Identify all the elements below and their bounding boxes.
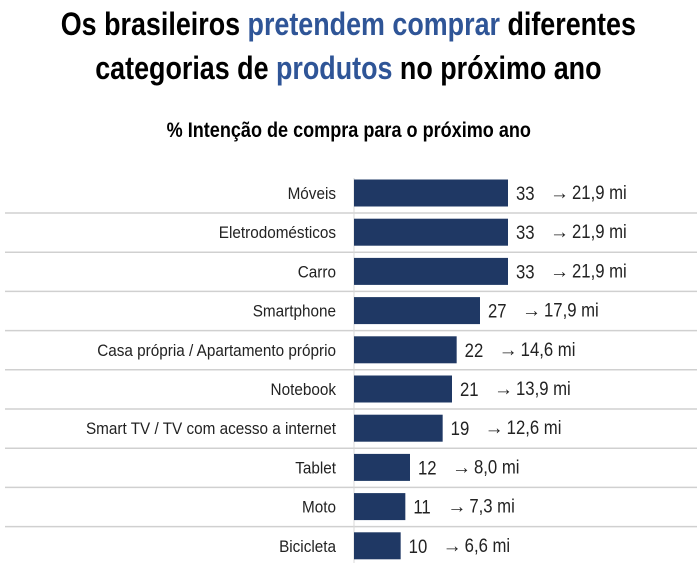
headline-line-2: categorias de produtos no próximo ano bbox=[0, 50, 697, 87]
arrow-icon: → bbox=[452, 457, 471, 478]
value-label: 11 bbox=[413, 497, 430, 518]
headline-text: Os brasileiros bbox=[60, 6, 248, 42]
headline-highlight: produtos bbox=[276, 50, 393, 86]
category-label: Casa própria / Apartamento próprio bbox=[97, 341, 336, 360]
category-label: Smart TV / TV com acesso a internet bbox=[86, 419, 337, 438]
arrow-icon: → bbox=[499, 340, 518, 361]
category-label: Móveis bbox=[288, 184, 336, 203]
annotation-label: 21,9 mi bbox=[572, 260, 627, 281]
arrow-icon: → bbox=[550, 183, 569, 204]
annotation-label: 17,9 mi bbox=[544, 300, 599, 321]
headline-text: categorias de bbox=[95, 50, 277, 86]
annotation-label: 12,6 mi bbox=[507, 417, 562, 438]
value-label: 22 bbox=[465, 340, 484, 361]
annotation-label: 13,9 mi bbox=[516, 378, 571, 399]
headline-text: diferentes bbox=[500, 6, 637, 42]
category-label: Moto bbox=[302, 498, 336, 517]
arrow-icon: → bbox=[485, 418, 504, 439]
arrow-icon: → bbox=[494, 379, 513, 400]
value-label: 33 bbox=[516, 222, 535, 243]
bar bbox=[354, 297, 480, 325]
value-label: 19 bbox=[451, 418, 470, 439]
headline-line-1: Os brasileiros pretendem comprar diferen… bbox=[0, 6, 697, 43]
arrow-icon: → bbox=[447, 497, 466, 518]
value-label: 33 bbox=[516, 261, 535, 282]
chart-title: % Intenção de compra para o próximo ano bbox=[0, 119, 697, 143]
annotation-label: 7,3 mi bbox=[469, 496, 514, 517]
bar bbox=[354, 218, 508, 246]
value-label: 21 bbox=[460, 379, 479, 400]
bar bbox=[354, 336, 457, 364]
chart-title-text: % Intenção de compra para o próximo ano bbox=[166, 119, 531, 142]
headline-text: no próximo ano bbox=[392, 50, 602, 86]
bar bbox=[354, 179, 508, 207]
arrow-icon: → bbox=[550, 261, 569, 282]
annotation-label: 8,0 mi bbox=[474, 456, 519, 477]
category-label: Smartphone bbox=[253, 302, 336, 321]
value-label: 10 bbox=[409, 536, 428, 557]
bar bbox=[354, 257, 508, 285]
annotation-label: 6,6 mi bbox=[465, 535, 510, 556]
value-label: 27 bbox=[488, 301, 507, 322]
category-label: Bicicleta bbox=[279, 537, 336, 556]
annotation-label: 21,9 mi bbox=[572, 182, 627, 203]
category-label: Eletrodomésticos bbox=[219, 223, 336, 242]
annotation-label: 14,6 mi bbox=[521, 339, 576, 360]
headline-highlight: pretendem comprar bbox=[247, 6, 501, 42]
category-label: Carro bbox=[298, 263, 336, 282]
bar bbox=[354, 453, 410, 481]
arrow-icon: → bbox=[550, 222, 569, 243]
category-label: Notebook bbox=[271, 380, 337, 399]
annotation-label: 21,9 mi bbox=[572, 221, 627, 242]
value-label: 12 bbox=[418, 457, 437, 478]
arrow-icon: → bbox=[443, 536, 462, 557]
value-label: 33 bbox=[516, 183, 535, 204]
bar bbox=[354, 414, 443, 442]
arrow-icon: → bbox=[522, 301, 541, 322]
category-label: Tablet bbox=[295, 459, 336, 478]
bar bbox=[354, 493, 406, 521]
bar bbox=[354, 532, 401, 560]
bar bbox=[354, 375, 452, 403]
